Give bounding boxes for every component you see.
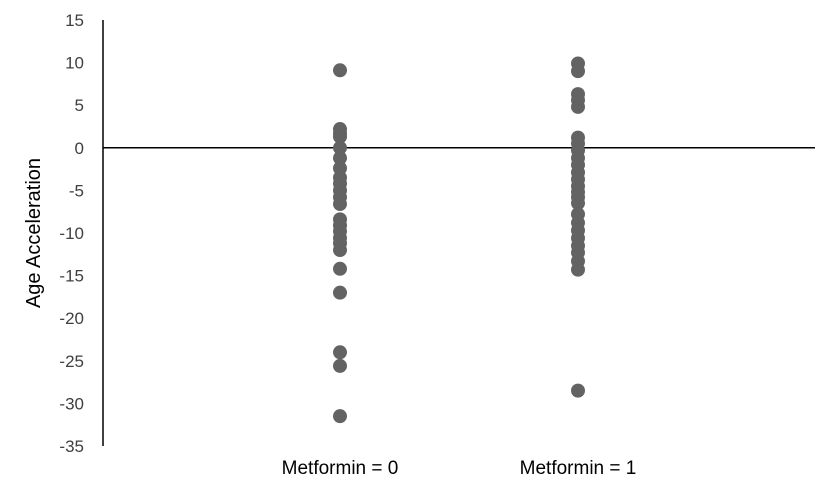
y-tick-labels: 15 10 5 0 -5 -10 -15 -20 -25 -30 -35	[59, 11, 84, 456]
data-point	[571, 64, 585, 79]
data-point	[333, 285, 347, 300]
axes	[102, 20, 815, 446]
y-tick-label: -25	[59, 352, 84, 371]
data-point	[333, 243, 347, 258]
data-point	[333, 140, 347, 155]
data-point	[333, 409, 347, 424]
y-tick-label: -35	[59, 437, 84, 456]
data-point	[333, 151, 347, 166]
data-point	[571, 196, 585, 211]
data-point	[571, 383, 585, 398]
y-tick-label: -15	[59, 267, 84, 286]
category-label: Metformin = 1	[520, 458, 637, 479]
y-tick-label: -10	[59, 224, 84, 243]
data-point	[333, 345, 347, 360]
data-point	[333, 63, 347, 78]
data-point	[571, 262, 585, 277]
y-tick-label: -5	[69, 181, 84, 200]
y-tick-label: 5	[75, 96, 84, 115]
category-labels: Metformin = 0 Metformin = 1	[282, 458, 637, 479]
data-points	[333, 56, 585, 424]
data-point	[333, 197, 347, 212]
data-point	[333, 261, 347, 276]
y-tick-label: 10	[65, 54, 84, 73]
data-point	[571, 99, 585, 114]
category-label: Metformin = 0	[282, 458, 399, 479]
y-tick-label: -30	[59, 394, 84, 413]
y-tick-label: 15	[65, 11, 84, 30]
y-tick-label: 0	[75, 139, 84, 158]
data-point	[333, 358, 347, 373]
data-point	[333, 129, 347, 144]
y-axis-title: Age Acceleration	[23, 158, 45, 308]
y-tick-label: -20	[59, 309, 84, 328]
